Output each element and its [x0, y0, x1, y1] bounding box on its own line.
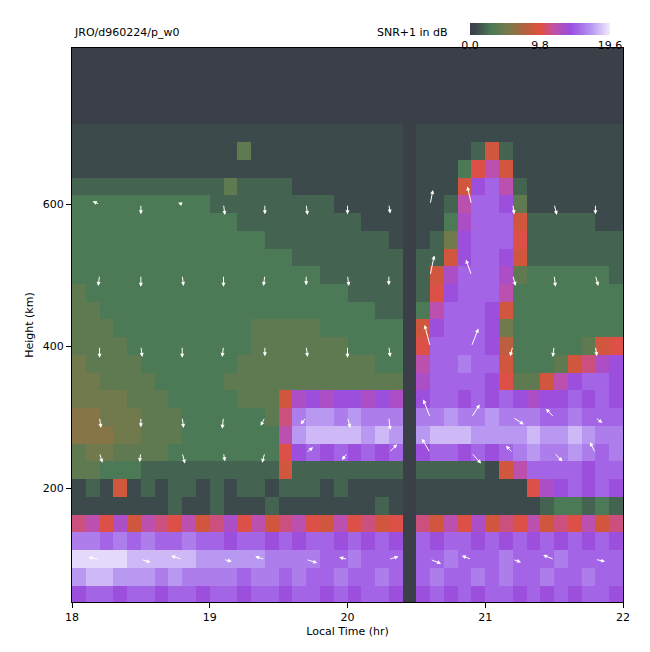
svg-text:18: 18	[65, 611, 79, 624]
svg-text:9.8: 9.8	[531, 39, 549, 52]
svg-text:22: 22	[616, 611, 630, 624]
svg-text:0.0: 0.0	[461, 39, 479, 52]
svg-text:200: 200	[43, 482, 64, 495]
svg-text:600: 600	[43, 198, 64, 211]
svg-text:Height (km): Height (km)	[23, 292, 36, 358]
svg-text:20: 20	[341, 611, 355, 624]
svg-text:Local Time (hr): Local Time (hr)	[306, 625, 389, 638]
svg-text:19: 19	[203, 611, 217, 624]
svg-text:SNR+1 in dB: SNR+1 in dB	[377, 26, 448, 39]
svg-text:400: 400	[43, 340, 64, 353]
svg-text:21: 21	[478, 611, 492, 624]
svg-text:19.6: 19.6	[598, 39, 623, 52]
svg-text:JRO/d960224/p_w0: JRO/d960224/p_w0	[74, 26, 179, 39]
